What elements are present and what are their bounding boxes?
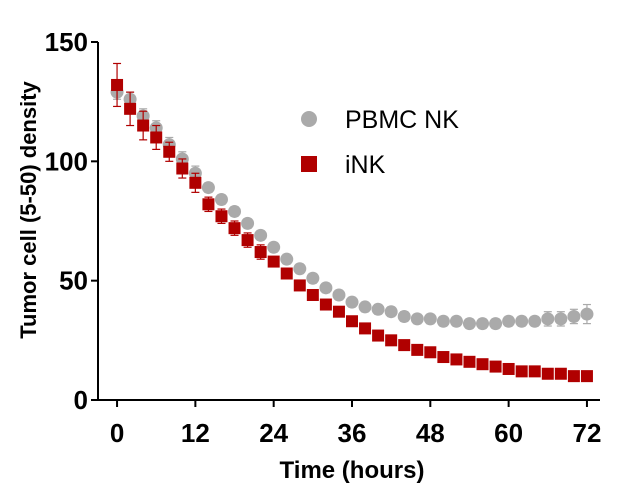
x-tick-label: 60 xyxy=(494,418,523,448)
y-tick-label: 0 xyxy=(74,385,88,415)
data-point xyxy=(554,312,568,326)
data-point xyxy=(371,302,385,316)
data-point xyxy=(372,329,385,342)
data-point xyxy=(437,351,450,364)
legend-label: iNK xyxy=(345,151,386,179)
data-point xyxy=(319,298,332,311)
data-point xyxy=(489,360,502,373)
data-point xyxy=(228,204,242,218)
data-point xyxy=(541,367,554,380)
y-tick-label: 50 xyxy=(59,266,88,296)
data-point xyxy=(346,315,358,328)
data-point xyxy=(358,300,372,314)
data-point xyxy=(528,314,542,328)
data-point xyxy=(137,119,150,132)
x-tick-label: 24 xyxy=(259,418,288,448)
data-point xyxy=(201,181,215,195)
data-point xyxy=(410,312,424,326)
data-point xyxy=(280,252,294,266)
data-point xyxy=(449,314,463,328)
y-tick-label: 150 xyxy=(45,27,88,57)
data-point xyxy=(515,314,529,328)
data-point xyxy=(528,365,541,378)
data-point xyxy=(398,339,411,352)
data-point xyxy=(124,102,137,115)
data-point xyxy=(241,234,254,247)
data-point xyxy=(202,198,215,211)
y-tick-label: 100 xyxy=(45,146,88,176)
data-point xyxy=(515,365,528,378)
data-point xyxy=(293,279,306,292)
data-point xyxy=(411,343,424,356)
x-tick-label: 72 xyxy=(572,418,601,448)
data-point xyxy=(385,334,398,347)
data-point xyxy=(397,309,411,323)
data-point xyxy=(306,288,319,301)
data-point xyxy=(359,322,372,335)
data-point xyxy=(554,367,567,380)
data-point xyxy=(436,314,450,328)
data-point xyxy=(476,358,489,371)
data-point xyxy=(306,271,320,285)
data-point xyxy=(345,295,359,309)
data-point xyxy=(254,246,267,259)
y-axis-title: Tumor cell (5-50) density xyxy=(16,80,41,338)
data-point xyxy=(267,255,280,268)
legend: PBMC NK iNK xyxy=(301,106,459,179)
data-point xyxy=(280,267,293,280)
plot-area xyxy=(110,62,594,383)
data-point xyxy=(150,131,163,144)
x-tick-label: 36 xyxy=(338,418,367,448)
data-point xyxy=(450,353,463,366)
data-point xyxy=(319,281,333,295)
data-point xyxy=(189,176,202,189)
data-point xyxy=(254,228,268,242)
data-point xyxy=(423,312,437,326)
data-point xyxy=(332,305,345,318)
data-point xyxy=(267,240,281,254)
series-ink xyxy=(111,62,593,383)
data-point xyxy=(567,370,580,383)
x-tick-label: 48 xyxy=(416,418,445,448)
data-point xyxy=(580,307,594,321)
data-point xyxy=(176,162,189,175)
data-point xyxy=(567,309,581,323)
data-point xyxy=(293,262,307,276)
data-point xyxy=(462,317,476,331)
x-axis-title: Time (hours) xyxy=(280,457,425,484)
data-point xyxy=(111,78,124,91)
x-tick-label: 12 xyxy=(181,418,210,448)
legend-marker xyxy=(301,156,317,172)
data-point xyxy=(214,193,228,207)
data-point xyxy=(502,362,515,375)
data-point xyxy=(541,312,555,326)
data-point xyxy=(163,145,176,158)
data-point xyxy=(241,216,255,230)
data-point xyxy=(332,288,346,302)
data-point xyxy=(228,222,241,235)
x-tick-label: 0 xyxy=(110,418,124,448)
data-point xyxy=(384,305,398,319)
axes: 0 50 100 150 0 12 24 36 48 60 72 xyxy=(45,27,602,448)
data-point xyxy=(463,355,476,368)
data-point xyxy=(580,370,593,383)
data-point xyxy=(215,210,228,223)
data-point xyxy=(476,317,490,331)
legend-marker xyxy=(301,111,317,127)
data-point xyxy=(502,314,516,328)
data-point xyxy=(424,346,437,359)
data-point xyxy=(489,317,503,331)
legend-label: PBMC NK xyxy=(345,106,459,134)
